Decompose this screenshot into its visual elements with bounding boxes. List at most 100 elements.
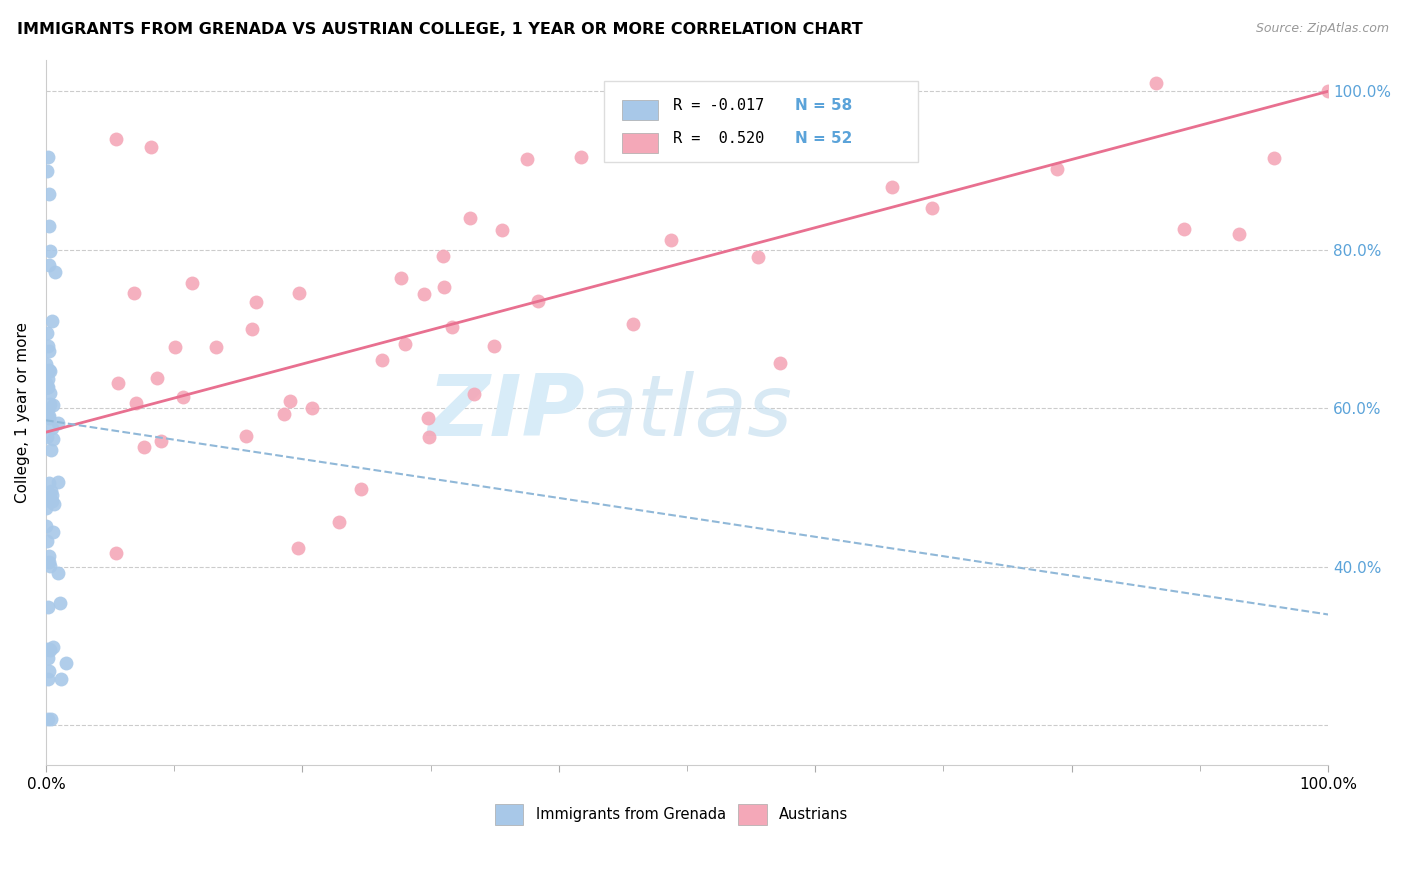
Point (328, 516, 350, 530)
Point (463, 386, 485, 401)
Point (44, 497, 66, 511)
Point (527, 293, 550, 308)
Point (38, 244, 60, 259)
Point (38, 643, 60, 657)
Point (37, 672, 59, 686)
Point (44, 265, 66, 279)
Point (35, 376, 58, 391)
Point (880, 179, 903, 194)
Point (42, 640, 65, 655)
Bar (495, 804, 523, 825)
Point (37, 339, 59, 353)
Point (301, 401, 323, 416)
Point (48, 596, 70, 610)
Point (145, 371, 167, 385)
Point (39, 483, 62, 498)
Point (105, 132, 128, 146)
Point (621, 317, 644, 331)
Point (37, 430, 59, 444)
Point (37, 380, 59, 394)
Point (134, 440, 156, 454)
Point (35, 501, 58, 516)
Point (205, 340, 228, 354)
Point (288, 286, 311, 301)
Point (37, 712, 59, 726)
Point (569, 150, 592, 164)
Point (37, 599, 59, 614)
Point (35, 357, 58, 371)
Point (41, 494, 63, 508)
Point (105, 546, 128, 560)
Text: Austrians: Austrians (779, 807, 849, 822)
Point (38, 363, 60, 377)
Point (46, 475, 69, 490)
Point (240, 322, 263, 336)
Point (38, 362, 60, 376)
Point (35, 642, 58, 657)
Point (37, 372, 59, 386)
Point (235, 429, 257, 443)
Point (41, 398, 63, 412)
Point (38, 664, 60, 678)
Point (433, 280, 456, 294)
Text: atlas: atlas (585, 371, 793, 454)
Point (37, 533, 59, 548)
Point (273, 407, 295, 421)
Point (37, 150, 59, 164)
Point (1173, 221, 1195, 235)
Point (39, 494, 62, 508)
Point (165, 340, 187, 354)
Point (38, 549, 60, 564)
Point (35, 519, 58, 533)
Point (41, 421, 63, 435)
Text: Immigrants from Grenada: Immigrants from Grenada (536, 807, 725, 822)
Text: Source: ZipAtlas.com: Source: ZipAtlas.com (1256, 22, 1389, 36)
Point (889, 124, 911, 138)
Point (41, 314, 63, 328)
Point (39, 712, 62, 726)
Bar (621, 133, 658, 153)
Text: R = -0.017: R = -0.017 (673, 98, 765, 113)
Point (37, 402, 59, 417)
Point (287, 541, 309, 555)
Point (122, 286, 145, 301)
Point (51, 672, 73, 686)
Point (46, 566, 69, 580)
Point (1263, 151, 1285, 165)
Point (245, 295, 267, 310)
Text: ZIP: ZIP (427, 371, 585, 454)
Text: R =  0.520: R = 0.520 (673, 131, 765, 146)
Text: IMMIGRANTS FROM GRENADA VS AUSTRIAN COLLEGE, 1 YEAR OR MORE CORRELATION CHART: IMMIGRANTS FROM GRENADA VS AUSTRIAN COLL… (17, 22, 863, 37)
Point (38, 555, 60, 569)
Point (921, 202, 943, 216)
Point (440, 319, 463, 334)
Point (371, 353, 394, 368)
Point (37, 163, 59, 178)
Point (38, 258, 60, 272)
Point (38, 385, 60, 400)
Point (41, 488, 63, 502)
Point (38, 219, 60, 233)
Point (1045, 162, 1067, 177)
Y-axis label: College, 1 year or more: College, 1 year or more (15, 322, 30, 503)
Point (38, 343, 60, 358)
Point (418, 410, 440, 425)
Text: N = 52: N = 52 (794, 131, 852, 146)
Point (38, 411, 60, 425)
Point (35, 379, 58, 393)
Bar (603, 81, 918, 161)
Point (42, 525, 65, 540)
Point (38, 187, 60, 202)
Point (413, 287, 436, 301)
Point (38, 409, 60, 424)
Point (55, 657, 77, 671)
Text: N = 58: N = 58 (794, 98, 852, 113)
Point (37, 651, 59, 665)
Point (37, 326, 59, 341)
Point (46, 416, 69, 430)
Point (458, 211, 481, 225)
Point (484, 339, 506, 353)
Point (747, 250, 769, 264)
Point (491, 222, 513, 236)
Point (432, 250, 454, 264)
